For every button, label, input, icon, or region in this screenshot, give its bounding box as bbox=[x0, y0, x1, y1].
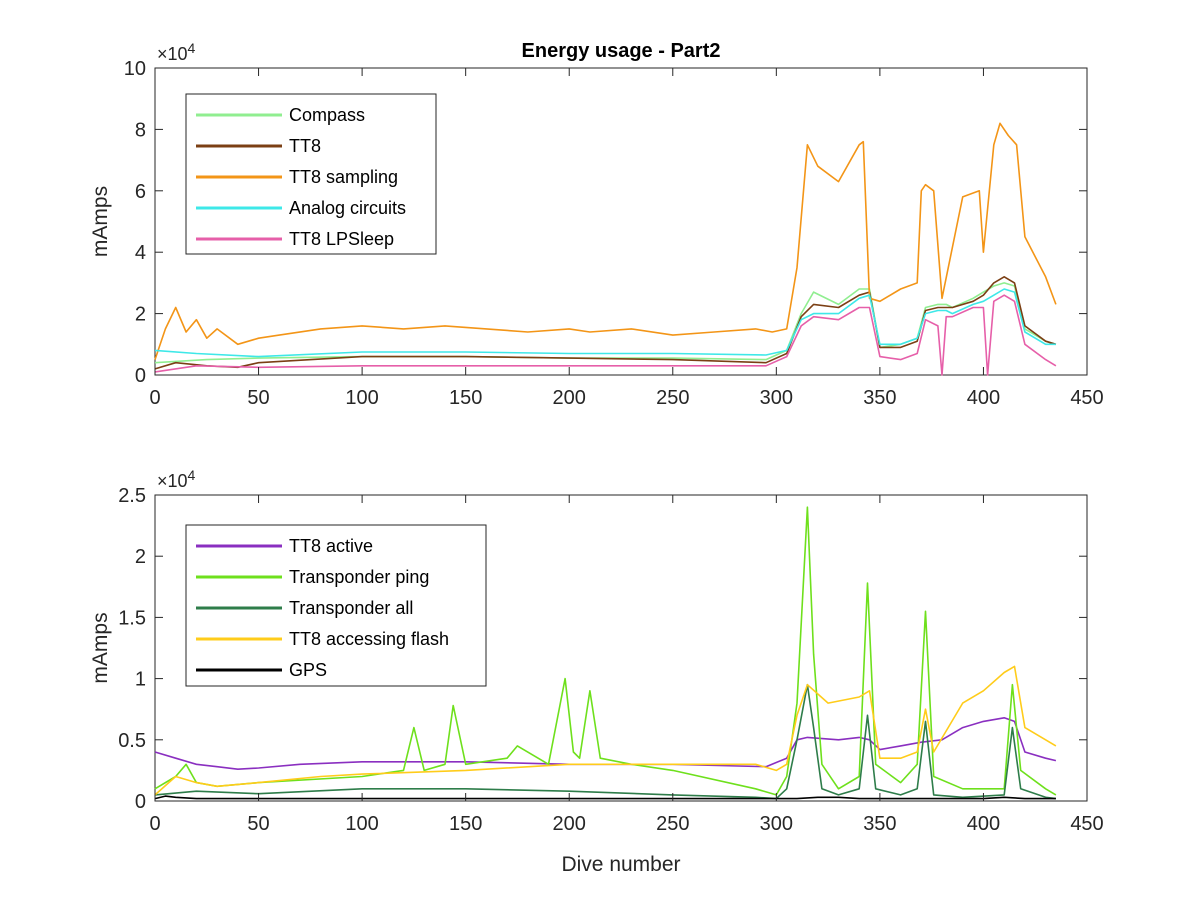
legend: Compass TT8 TT8 sampling Analog circuits TT8… bbox=[185, 93, 437, 255]
series-line-gps bbox=[154, 795, 1056, 800]
series-line-transponder-ping bbox=[154, 506, 1057, 796]
x-tick-label: 250 bbox=[656, 387, 689, 409]
y-tick-label: 2 bbox=[135, 546, 146, 568]
y-exponent-label: ×104 bbox=[157, 467, 196, 491]
x-tick-label: 50 bbox=[247, 813, 269, 835]
x-tick-label: 50 bbox=[247, 387, 269, 409]
y-exponent-label: ×104 bbox=[157, 40, 196, 64]
x-tick-label: 200 bbox=[553, 387, 586, 409]
legend-entry: Transponder ping bbox=[289, 567, 429, 587]
y-tick-label: 0 bbox=[135, 365, 146, 387]
chart-top: 0 50 100 150 200 250 300 350 400 450 0 2 4 6 8 10 ×104 mA… bbox=[89, 40, 1104, 409]
series-line-tt8-sampling bbox=[154, 122, 1057, 360]
x-tick-label: 250 bbox=[656, 813, 689, 835]
y-tick-label: 6 bbox=[135, 181, 146, 203]
x-tick-label: 100 bbox=[345, 387, 378, 409]
y-axis-label: mAmps bbox=[89, 612, 112, 683]
series-line-tt8-active bbox=[154, 716, 1057, 771]
y-tick-label: 10 bbox=[124, 58, 146, 80]
legend: TT8 active Transponder ping Transponder al… bbox=[185, 524, 487, 687]
legend-entry: Analog circuits bbox=[289, 198, 406, 218]
x-tick-label: 400 bbox=[967, 387, 1000, 409]
y-exponent-power: 4 bbox=[188, 467, 196, 483]
legend-entry: TT8 bbox=[289, 136, 321, 156]
x-tick-label: 400 bbox=[967, 813, 1000, 835]
y-tick-label: 2 bbox=[135, 304, 146, 326]
y-axis-label: mAmps bbox=[89, 186, 112, 257]
y-tick-label: 1.5 bbox=[118, 607, 146, 629]
legend-box bbox=[185, 524, 487, 687]
series-line-analog-circuits bbox=[154, 288, 1056, 358]
legend-entry: GPS bbox=[289, 660, 327, 680]
y-tick-label: 0.5 bbox=[118, 730, 146, 752]
x-tick-label: 200 bbox=[553, 813, 586, 835]
y-tick-label: 1 bbox=[135, 669, 146, 691]
x-tick-label: 0 bbox=[149, 813, 160, 835]
legend-entry: Compass bbox=[289, 105, 365, 125]
legend-box bbox=[185, 93, 437, 255]
legend-entry: TT8 accessing flash bbox=[289, 629, 449, 649]
x-tick-label: 450 bbox=[1070, 387, 1103, 409]
x-tick-label: 150 bbox=[449, 387, 482, 409]
x-tick-label: 300 bbox=[760, 813, 793, 835]
legend-entry: Transponder all bbox=[289, 598, 413, 618]
x-tick-label: 0 bbox=[149, 387, 160, 409]
x-tick-label: 150 bbox=[449, 813, 482, 835]
y-tick-label: 8 bbox=[135, 119, 146, 141]
chart-title: Energy usage - Part2 bbox=[522, 40, 721, 62]
y-tick-label: 0 bbox=[135, 791, 146, 813]
x-tick-label: 300 bbox=[760, 387, 793, 409]
x-tick-label: 100 bbox=[345, 813, 378, 835]
series-line-tt8-lpsleep bbox=[154, 294, 1057, 376]
series-line-tt8-accessing-flash bbox=[154, 665, 1057, 796]
chart-bottom: 0 50 100 150 200 250 300 350 400 450 0 0.5 1 1.5 2 2.5 ×… bbox=[89, 467, 1104, 835]
x-tick-label: 350 bbox=[863, 813, 896, 835]
legend-entry: TT8 LPSleep bbox=[289, 229, 394, 249]
legend-entry: TT8 active bbox=[289, 536, 373, 556]
x-tick-label: 350 bbox=[863, 387, 896, 409]
x-axis-label: Dive number bbox=[561, 853, 680, 876]
x-tick-label: 450 bbox=[1070, 813, 1103, 835]
legend-entry: TT8 sampling bbox=[289, 167, 398, 187]
y-tick-label: 4 bbox=[135, 242, 146, 264]
y-exponent-power: 4 bbox=[188, 40, 196, 56]
y-tick-label: 2.5 bbox=[118, 485, 146, 507]
